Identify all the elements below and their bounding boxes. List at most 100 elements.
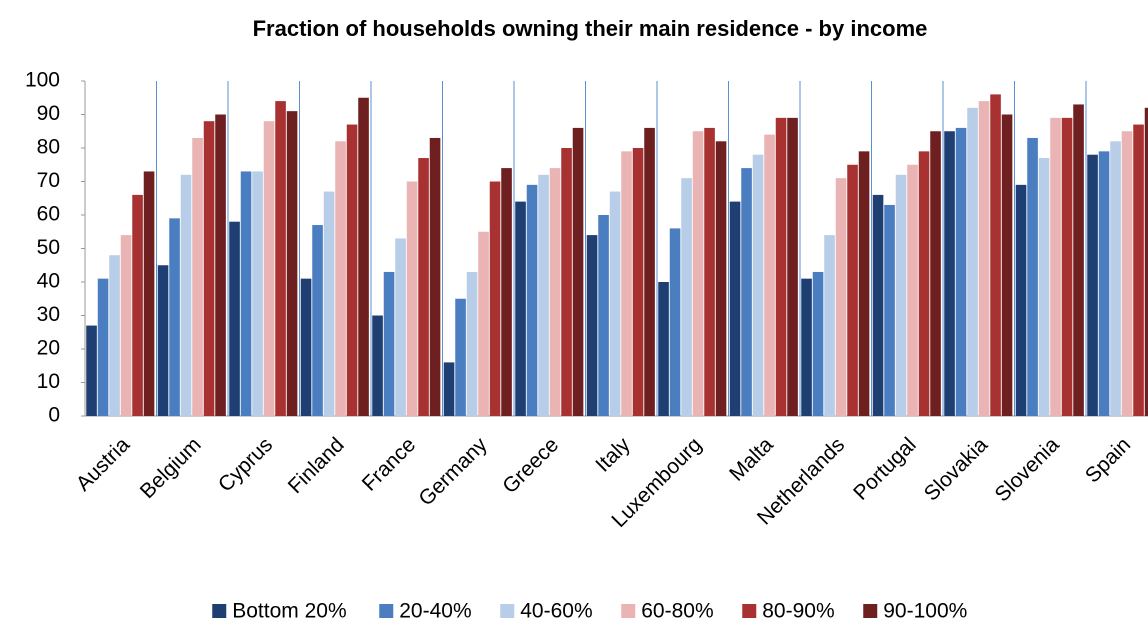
bar: [895, 174, 907, 416]
bar: [501, 168, 512, 416]
legend-swatch: [621, 604, 636, 618]
bar: [120, 235, 132, 416]
bar: [86, 325, 97, 416]
bar: [169, 218, 180, 416]
bar: [263, 121, 275, 416]
legend-swatch: [379, 604, 394, 618]
bar: [478, 231, 489, 416]
bar: [835, 178, 847, 416]
bar: [180, 174, 192, 416]
legend-label: 60-80%: [641, 600, 713, 623]
bar: [632, 148, 644, 416]
bar: [669, 228, 681, 416]
bar: [1038, 158, 1050, 417]
bar: [132, 194, 143, 416]
bar: [704, 127, 715, 417]
bar: [335, 141, 346, 417]
x-tick-label: Slovakia: [920, 433, 993, 506]
bar: [286, 111, 298, 417]
bar: [741, 168, 752, 416]
bar: [884, 204, 895, 416]
bar: [538, 174, 549, 416]
bar: [395, 238, 406, 416]
y-tick-label: 60: [37, 203, 60, 226]
bar: [443, 362, 455, 416]
bar: [847, 164, 858, 416]
bar: [955, 127, 967, 417]
bar: [406, 181, 418, 416]
bar: [372, 315, 383, 416]
bar: [1050, 117, 1061, 416]
bar: [586, 235, 598, 416]
bar: [572, 127, 584, 417]
bar: [644, 127, 655, 417]
y-tick-label: 80: [37, 136, 60, 159]
bar: [97, 278, 109, 416]
bar: [692, 131, 704, 416]
bar: [215, 114, 226, 416]
bar: [1073, 104, 1084, 416]
legend-swatch: [863, 604, 878, 618]
bar: [1015, 184, 1027, 416]
y-tick-label: 50: [37, 236, 60, 259]
bar: [489, 181, 501, 416]
bar: [157, 265, 169, 416]
bar: [192, 137, 203, 416]
bar: [658, 282, 669, 416]
bar: [621, 151, 632, 416]
bar: [229, 221, 240, 416]
bar: [383, 271, 395, 416]
bar: [812, 271, 824, 416]
legend-swatch: [212, 604, 227, 618]
bar: [918, 151, 930, 416]
x-tick-label: Italy: [591, 433, 635, 477]
y-tick-label: 10: [37, 370, 60, 393]
x-tick-label: Austria: [72, 433, 135, 496]
bar: [978, 101, 990, 416]
legend-label: 80-90%: [762, 600, 834, 623]
bar: [715, 141, 727, 417]
bar: [1144, 107, 1148, 417]
bar: [990, 94, 1001, 417]
y-tick-label: 30: [37, 303, 60, 326]
bar: [252, 171, 263, 416]
x-tick-label: Cyprus: [214, 433, 277, 496]
bar: [275, 101, 286, 416]
bar: [323, 191, 335, 416]
bar: [418, 158, 429, 417]
bar: [944, 131, 955, 416]
bar: [764, 134, 775, 416]
x-tick-label: Spain: [1081, 433, 1135, 487]
bar: [858, 151, 870, 416]
bar: [240, 171, 252, 416]
bar: [907, 164, 918, 416]
bar: [455, 298, 466, 416]
x-tick-label: Belgium: [136, 433, 206, 503]
legend-label: 90-100%: [883, 600, 967, 623]
bar: [549, 168, 561, 416]
bar: [872, 194, 884, 416]
legend-swatch: [742, 604, 757, 618]
bar: [775, 117, 787, 416]
bar: [561, 148, 572, 416]
bar: [526, 184, 538, 416]
x-tick-label: Germany: [414, 433, 492, 511]
x-tick-label: Finland: [284, 433, 349, 498]
legend-label: Bottom 20%: [232, 600, 346, 623]
bar: [787, 117, 798, 416]
bar: [598, 215, 609, 416]
bar: [1027, 137, 1038, 416]
y-tick-label: 40: [37, 270, 60, 293]
x-tick-label: France: [358, 433, 420, 495]
x-tick-label: Malta: [725, 433, 778, 486]
bar: [930, 131, 941, 416]
bar: [1121, 131, 1133, 416]
bar: [729, 201, 741, 416]
bar: [752, 154, 764, 416]
x-tick-label: Greece: [498, 433, 563, 498]
bar: [429, 137, 441, 416]
bar: [967, 107, 978, 417]
bar: [515, 201, 526, 416]
x-tick-label: Slovenia: [990, 433, 1063, 506]
